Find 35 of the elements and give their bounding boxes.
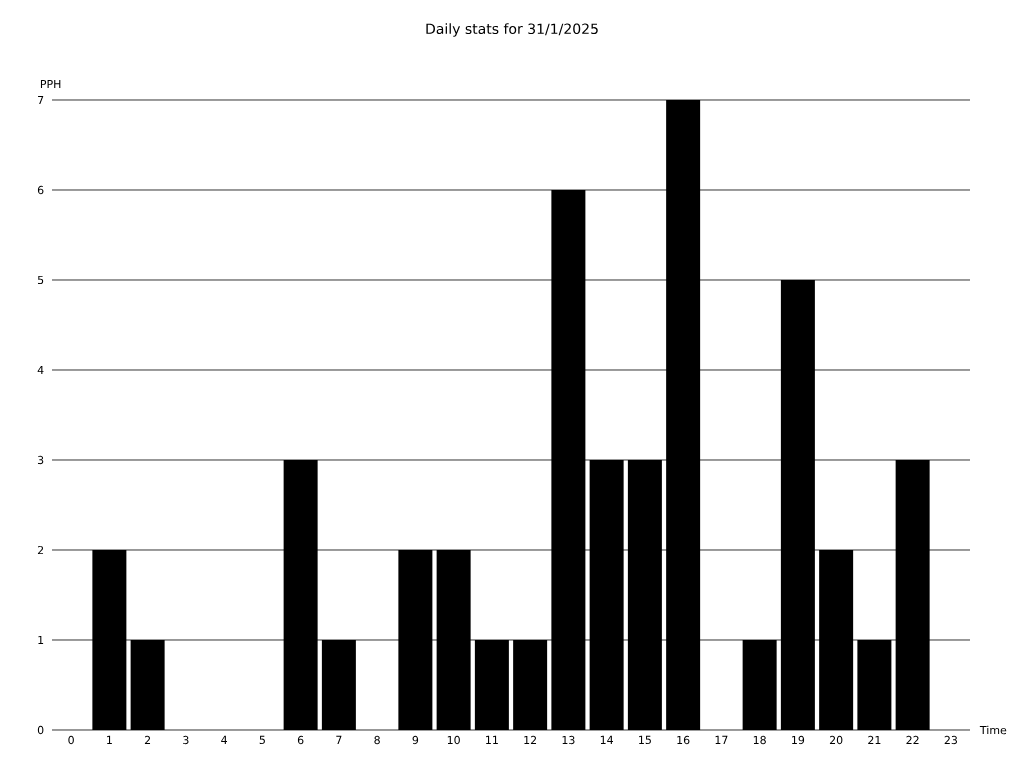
x-tick-label: 17 (715, 735, 728, 744)
x-tick-label: 14 (600, 735, 614, 744)
x-tick-label: 19 (792, 735, 805, 745)
x-tick-label: 21 (868, 735, 881, 745)
x-tick-label: 6 (297, 735, 304, 745)
x-tick-label: 8 (374, 735, 380, 745)
y-tick-label: 4 (37, 365, 44, 375)
x-tick-label: 13 (562, 735, 575, 745)
x-tick-label: 16 (677, 735, 690, 745)
y-axis-title: PPH (40, 79, 61, 88)
x-tick-label: 2 (144, 735, 151, 745)
y-tick-label: 5 (37, 275, 44, 285)
chart-title: Daily stats for 31/1/2025 (426, 23, 598, 37)
x-tick-label: 9 (412, 735, 419, 745)
x-tick-label: 5 (259, 735, 265, 745)
y-tick-label: 6 (37, 185, 44, 195)
y-tick-label: 3 (37, 455, 44, 465)
x-tick-label: 1 (107, 735, 112, 744)
x-axis-title: Time (979, 725, 1007, 735)
x-tick-label: 3 (183, 735, 189, 745)
x-tick-label: 23 (944, 735, 957, 745)
x-tick-label: 15 (639, 735, 651, 745)
x-tick-label: 20 (829, 735, 843, 745)
x-tick-label: 4 (221, 735, 228, 744)
x-tick-label: 12 (524, 735, 537, 745)
x-tick-label: 11 (486, 735, 498, 744)
x-tick-label: 18 (753, 735, 766, 745)
y-tick-label: 1 (38, 635, 44, 645)
x-tick-label: 10 (447, 735, 460, 745)
y-tick-label: 0 (37, 725, 44, 735)
x-tick-label: 22 (906, 735, 919, 745)
y-tick-label: 2 (37, 545, 44, 555)
x-tick-label: 7 (336, 735, 342, 744)
y-tick-label: 7 (38, 95, 44, 104)
x-tick-label: 0 (68, 735, 74, 745)
